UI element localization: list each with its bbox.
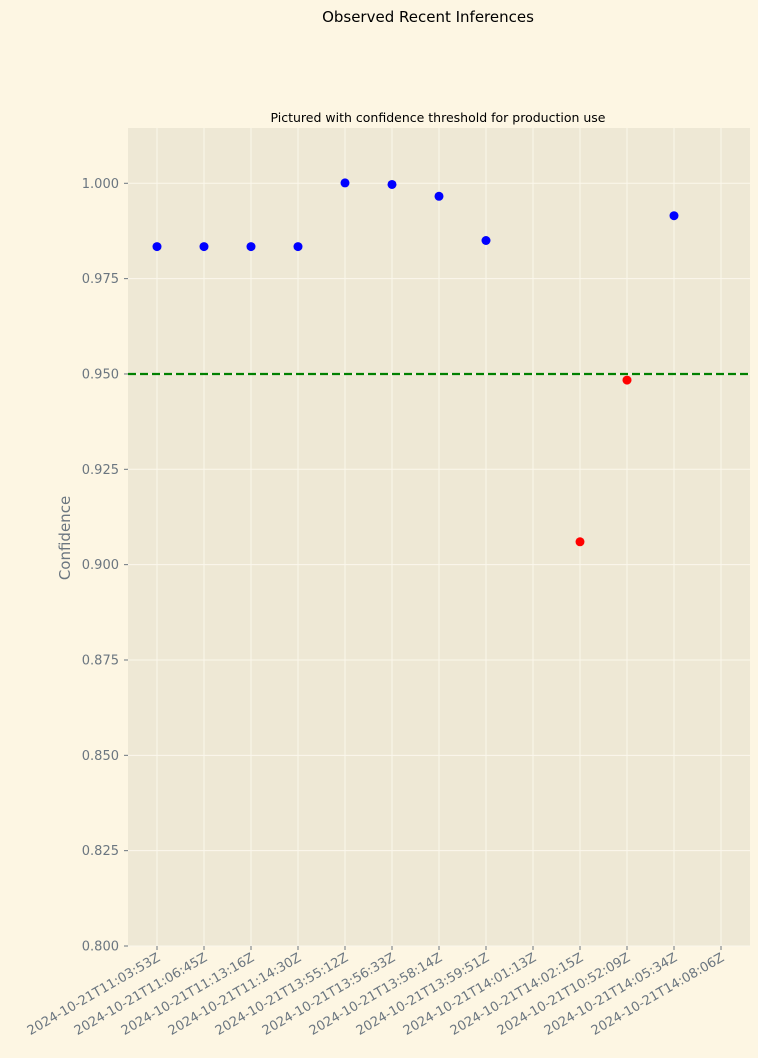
y-tick-label: 0.850 <box>82 749 119 764</box>
data-point <box>293 242 303 252</box>
y-tick-label: 1.000 <box>82 177 119 192</box>
data-point <box>152 242 162 252</box>
y-tick-label: 0.950 <box>82 367 119 382</box>
y-axis-ticks: 0.800 0.825 0.850 0.875 0.900 0.925 0.950 0.975… <box>82 177 128 955</box>
data-point <box>481 235 491 245</box>
chart-title: Pictured with confidence threshold for p… <box>270 110 605 125</box>
data-point <box>246 242 256 252</box>
points-layer <box>152 178 679 547</box>
data-point <box>340 178 350 188</box>
data-point <box>669 211 679 221</box>
data-point <box>387 179 397 189</box>
grid <box>128 128 750 947</box>
y-tick-label: 0.925 <box>82 463 119 478</box>
y-tick-label: 0.900 <box>82 558 119 573</box>
data-point <box>622 375 632 385</box>
y-tick-label: 0.975 <box>82 272 119 287</box>
chart-suptitle: Observed Recent Inferences <box>322 8 534 26</box>
data-point <box>199 242 209 252</box>
y-tick-label: 0.800 <box>82 940 119 955</box>
y-tick-label: 0.875 <box>82 653 119 668</box>
x-axis-ticks: 2024-10-21T11:03:53Z2024-10-21T11:06:45Z… <box>25 946 727 1039</box>
y-axis-label: Confidence <box>56 496 74 580</box>
data-point <box>434 191 444 201</box>
data-point <box>575 537 585 547</box>
y-tick-label: 0.825 <box>82 844 119 859</box>
